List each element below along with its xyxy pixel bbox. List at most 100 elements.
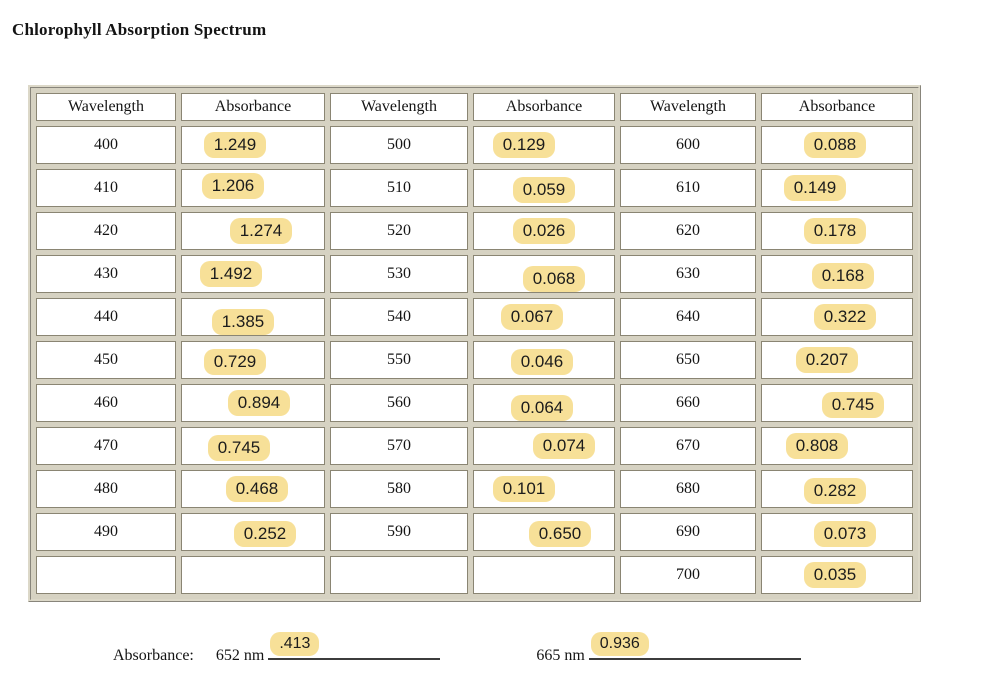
table-row: 420 1.274 520 0.026 620 0.178	[36, 212, 913, 250]
wavelength-cell: 610	[620, 169, 756, 207]
absorbance-value-field[interactable]: 0.067	[500, 304, 564, 330]
absorbance-value-field[interactable]: 1.206	[201, 173, 265, 199]
absorbance-value-field[interactable]: 0.101	[492, 476, 556, 502]
absorbance-value-field[interactable]: 0.650	[528, 521, 592, 547]
absorbance-cell: 0.894	[181, 384, 325, 422]
absorbance-value-field[interactable]: 0.468	[225, 476, 289, 502]
absorbance-value-field[interactable]: 1.274	[229, 218, 293, 244]
absorbance-cell	[181, 556, 325, 594]
absorbance-value-field[interactable]: 0.046	[510, 349, 574, 375]
wavelength-cell: 530	[330, 255, 468, 293]
absorbance-value-field[interactable]: 1.492	[199, 261, 263, 287]
absorbance-cell: 0.088	[761, 126, 913, 164]
absorbance-cell: 0.282	[761, 470, 913, 508]
absorbance-value-field[interactable]: 0.808	[785, 433, 849, 459]
absorbance-cell: 0.149	[761, 169, 913, 207]
absorbance-value-field[interactable]: 0.322	[813, 304, 877, 330]
wavelength-cell: 500	[330, 126, 468, 164]
absorbance-cell: 0.468	[181, 470, 325, 508]
wavelength-value: 460	[94, 394, 118, 411]
absorbance-value-field[interactable]: 0.894	[227, 390, 291, 416]
absorbance-value-field[interactable]: 0.129	[492, 132, 556, 158]
absorbance-cell	[473, 556, 615, 594]
wavelength-cell: 430	[36, 255, 176, 293]
absorbance-cell: 0.178	[761, 212, 913, 250]
absorbance-value-field[interactable]: 0.745	[821, 392, 885, 418]
field-652-input[interactable]: .413	[268, 632, 441, 660]
table-row: 490 0.252 590 0.650 690 0.073	[36, 513, 913, 551]
table-row: 400 1.249 500 0.129 600 0.088	[36, 126, 913, 164]
wavelength-value: 640	[676, 308, 700, 325]
absorbance-value-field[interactable]: 0.745	[207, 435, 271, 461]
wavelength-value: 590	[387, 523, 411, 540]
wavelength-value: 480	[94, 480, 118, 497]
wavelength-value: 520	[387, 222, 411, 239]
absorbance-value-field[interactable]: 1.249	[203, 132, 267, 158]
absorbance-cell: 0.745	[181, 427, 325, 465]
table-row: 700 0.035	[36, 556, 913, 594]
wavelength-value: 680	[676, 480, 700, 497]
wavelength-cell: 700	[620, 556, 756, 594]
wavelength-value: 450	[94, 351, 118, 368]
absorbance-value-field[interactable]: 0.035	[803, 562, 867, 588]
table-header-cell: Wavelength	[620, 93, 756, 121]
absorbance-value-field[interactable]: 0.207	[795, 347, 859, 373]
wavelength-cell: 650	[620, 341, 756, 379]
absorbance-value-field[interactable]: 0.074	[532, 433, 596, 459]
wavelength-value: 690	[676, 523, 700, 540]
table-row: 410 1.206 510 0.059 610 0.149	[36, 169, 913, 207]
absorbance-value-field[interactable]: 0.064	[510, 395, 574, 421]
wavelength-cell: 480	[36, 470, 176, 508]
table-header-row: Wavelength Absorbance Wavelength Absorbance…	[36, 93, 913, 121]
absorbance-value-field[interactable]: 0.088	[803, 132, 867, 158]
wavelength-value: 550	[387, 351, 411, 368]
field-665-label: 665 nm	[536, 647, 585, 664]
absorbance-value-field[interactable]: 0.073	[813, 521, 877, 547]
page-title: Chlorophyll Absorption Spectrum	[12, 20, 267, 39]
absorbance-value-field[interactable]: 0.026	[512, 218, 576, 244]
wavelength-value: 700	[676, 566, 700, 583]
absorbance-cell: 0.074	[473, 427, 615, 465]
field-665-value[interactable]: 0.936	[590, 632, 649, 656]
wavelength-cell: 630	[620, 255, 756, 293]
wavelength-cell: 660	[620, 384, 756, 422]
absorbance-value-field[interactable]: 0.149	[783, 175, 847, 201]
table-row: 430 1.492 530 0.068 630 0.168	[36, 255, 913, 293]
absorbance-cell: 0.035	[761, 556, 913, 594]
absorbance-value-field[interactable]: 0.068	[522, 266, 586, 292]
table-body: 400 1.249 500 0.129 600 0.088 410 1.206 510 0.059…	[36, 126, 913, 594]
wavelength-cell: 570	[330, 427, 468, 465]
absorbance-value-field[interactable]: 0.729	[203, 349, 267, 375]
wavelength-cell: 670	[620, 427, 756, 465]
field-652-value[interactable]: .413	[270, 632, 320, 656]
wavelength-value: 410	[94, 179, 118, 196]
absorbance-cell: 0.064	[473, 384, 615, 422]
wavelength-value: 600	[676, 136, 700, 153]
absorbance-value-field[interactable]: 0.252	[233, 521, 297, 547]
wavelength-value: 580	[387, 480, 411, 497]
absorbance-value-field[interactable]: 0.178	[803, 218, 867, 244]
wavelength-cell: 560	[330, 384, 468, 422]
field-group-665: 665 nm 0.936	[536, 632, 801, 665]
wavelength-cell: 440	[36, 298, 176, 336]
wavelength-value: 560	[387, 394, 411, 411]
wavelength-value: 490	[94, 523, 118, 540]
absorbance-value-field[interactable]: 1.385	[211, 309, 275, 335]
absorbance-cell: 0.650	[473, 513, 615, 551]
absorbance-value-field[interactable]: 0.059	[512, 177, 576, 203]
absorbance-cell: 1.492	[181, 255, 325, 293]
footer-label: Absorbance:	[113, 647, 194, 664]
wavelength-value: 650	[676, 351, 700, 368]
wavelength-cell: 640	[620, 298, 756, 336]
wavelength-cell: 680	[620, 470, 756, 508]
wavelength-value: 670	[676, 437, 700, 454]
wavelength-cell: 550	[330, 341, 468, 379]
wavelength-value: 420	[94, 222, 118, 239]
absorbance-value-field[interactable]: 0.282	[803, 478, 867, 504]
absorbance-value-field[interactable]: 0.168	[811, 263, 875, 289]
table-header-cell: Absorbance	[761, 93, 913, 121]
table-header-cell: Wavelength	[330, 93, 468, 121]
table-row: 480 0.468 580 0.101 680 0.282	[36, 470, 913, 508]
field-665-input[interactable]: 0.936	[588, 632, 801, 660]
